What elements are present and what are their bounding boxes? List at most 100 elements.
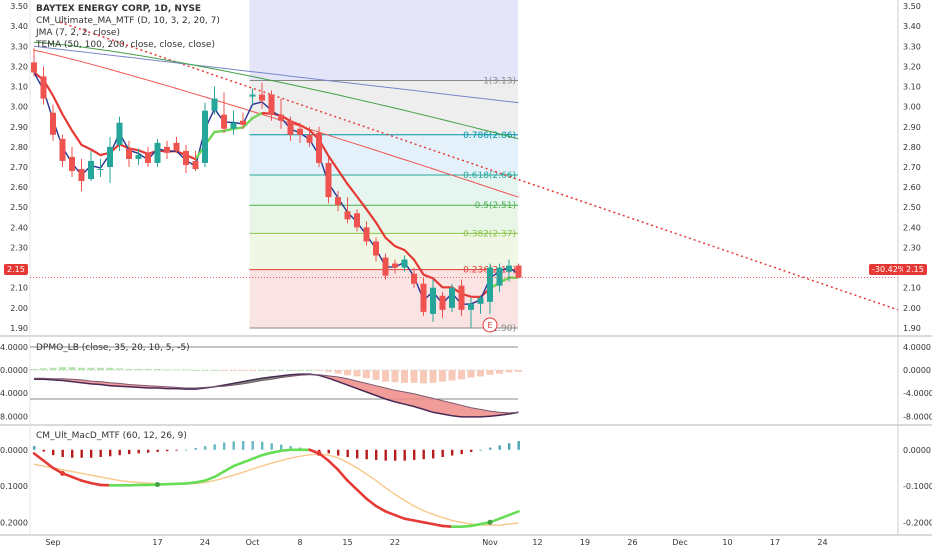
- candle-body[interactable]: [259, 95, 265, 101]
- price-axis-tick-left: 3.10: [10, 83, 28, 92]
- candle-body[interactable]: [79, 169, 85, 181]
- candle-body[interactable]: [126, 149, 132, 159]
- candle-body[interactable]: [316, 133, 322, 163]
- candle-body[interactable]: [174, 143, 180, 151]
- candle-body[interactable]: [269, 95, 275, 115]
- candle-body[interactable]: [345, 211, 351, 219]
- candle-body[interactable]: [41, 76, 47, 98]
- candle-body[interactable]: [335, 197, 341, 205]
- earnings-marker-label: E: [487, 321, 492, 330]
- macd-histogram-bar: [442, 450, 444, 457]
- candle-body[interactable]: [221, 115, 227, 129]
- candle-body[interactable]: [459, 286, 465, 310]
- dpmo-histogram-bar: [468, 370, 475, 378]
- candle-body[interactable]: [136, 155, 142, 159]
- fib-level-label: 0.618(2.66): [463, 171, 516, 181]
- time-axis-tick: Dec: [672, 538, 687, 547]
- candle-body[interactable]: [288, 121, 294, 135]
- price-axis-tick-left: 2.40: [10, 223, 28, 232]
- candle-body[interactable]: [31, 62, 37, 72]
- candle-body[interactable]: [421, 284, 427, 312]
- macd-histogram-bar: [356, 450, 358, 459]
- candle-body[interactable]: [497, 268, 503, 286]
- candle-body[interactable]: [468, 304, 474, 310]
- candle-body[interactable]: [155, 143, 161, 163]
- candle-body[interactable]: [60, 139, 66, 161]
- macd-histogram-bar: [271, 443, 273, 450]
- macd-histogram-bar: [375, 450, 377, 460]
- time-axis-tick: 8: [297, 538, 302, 547]
- fib-level-label: 1(3.13): [483, 76, 516, 86]
- candle-body[interactable]: [354, 213, 360, 227]
- legend-indicator-tema[interactable]: TEMA (50, 100, 200, close, close, close): [36, 40, 215, 50]
- price-axis-tick-right: 3.10: [903, 83, 921, 92]
- candle-body[interactable]: [212, 99, 218, 111]
- macd-histogram-bar: [328, 450, 330, 454]
- candle-body[interactable]: [487, 268, 493, 302]
- legend-indicator-ultimate-ma[interactable]: CM_Ultimate_MA_MTF (D, 10, 3, 2, 20, 7): [36, 16, 220, 26]
- candle-body[interactable]: [88, 161, 94, 179]
- dpmo-histogram-bar: [268, 370, 275, 371]
- candle-body[interactable]: [411, 274, 417, 284]
- dpmo-histogram-bar: [230, 370, 237, 371]
- macd-histogram-bar: [233, 441, 235, 449]
- macd-axis-tick-left: 0.0000: [0, 446, 28, 455]
- candle-body[interactable]: [193, 161, 199, 169]
- macd-cross-dot: [317, 451, 322, 456]
- macd-axis-tick-left: -0.2000: [0, 518, 28, 527]
- macd-line-segment: [443, 526, 453, 527]
- candle-body[interactable]: [326, 163, 332, 197]
- candle-body[interactable]: [430, 288, 436, 314]
- time-axis-tick: 17: [152, 538, 162, 547]
- dpmo-histogram-bar: [259, 370, 266, 371]
- macd-histogram-bar: [261, 442, 263, 450]
- macd-line-segment: [414, 520, 424, 522]
- macd-cross-dot: [155, 482, 160, 487]
- macd-histogram-bar: [62, 450, 64, 457]
- macd-histogram-bar: [100, 450, 102, 457]
- macd-histogram-bar: [128, 450, 130, 454]
- candle-body[interactable]: [69, 157, 75, 171]
- macd-histogram-bar: [138, 450, 140, 454]
- macd-histogram-bar: [157, 450, 159, 452]
- macd-histogram-bar: [71, 450, 73, 458]
- candle-body[interactable]: [250, 95, 256, 97]
- candle-body[interactable]: [145, 153, 151, 163]
- candle-body[interactable]: [164, 147, 170, 153]
- legend-macd[interactable]: CM_Ult_MacD_MTF (60, 12, 26, 9): [36, 431, 187, 441]
- candle-body[interactable]: [278, 115, 284, 121]
- candle-body[interactable]: [449, 288, 455, 308]
- candle-body[interactable]: [98, 169, 104, 170]
- candle-body[interactable]: [516, 266, 522, 278]
- price-axis-tick-left: 3.40: [10, 22, 28, 31]
- dpmo-histogram-bar: [135, 369, 142, 370]
- macd-histogram-bar: [423, 450, 425, 459]
- dpmo-histogram-bar: [154, 369, 161, 370]
- candle-body[interactable]: [364, 227, 370, 241]
- candle-body[interactable]: [202, 111, 208, 163]
- candle-body[interactable]: [183, 151, 189, 165]
- candle-body[interactable]: [392, 264, 398, 268]
- dpmo-histogram-bar: [354, 370, 361, 376]
- legend-dpmo[interactable]: DPMO_LB (close, 35, 20, 10, 5, -5): [36, 343, 190, 353]
- candle-body[interactable]: [440, 296, 446, 310]
- candle-body[interactable]: [383, 258, 389, 276]
- candle-body[interactable]: [373, 241, 379, 255]
- dpmo-histogram-bar: [401, 370, 408, 383]
- candle-body[interactable]: [107, 147, 113, 167]
- candle-body[interactable]: [506, 266, 512, 272]
- legend-indicator-jma[interactable]: JMA (7, 2, 2, close): [36, 28, 120, 38]
- candle-body[interactable]: [240, 121, 246, 125]
- candle-body[interactable]: [50, 113, 56, 135]
- candle-body[interactable]: [307, 135, 313, 143]
- candle-body[interactable]: [297, 129, 303, 135]
- macd-histogram-bar: [166, 450, 168, 451]
- candle-body[interactable]: [231, 123, 237, 129]
- dpmo-histogram-bar: [335, 370, 342, 373]
- macd-histogram-bar: [185, 450, 187, 451]
- time-axis-tick: Oct: [246, 538, 260, 547]
- candle-body[interactable]: [117, 123, 123, 145]
- candle-body[interactable]: [402, 260, 408, 268]
- candle-body[interactable]: [478, 298, 484, 304]
